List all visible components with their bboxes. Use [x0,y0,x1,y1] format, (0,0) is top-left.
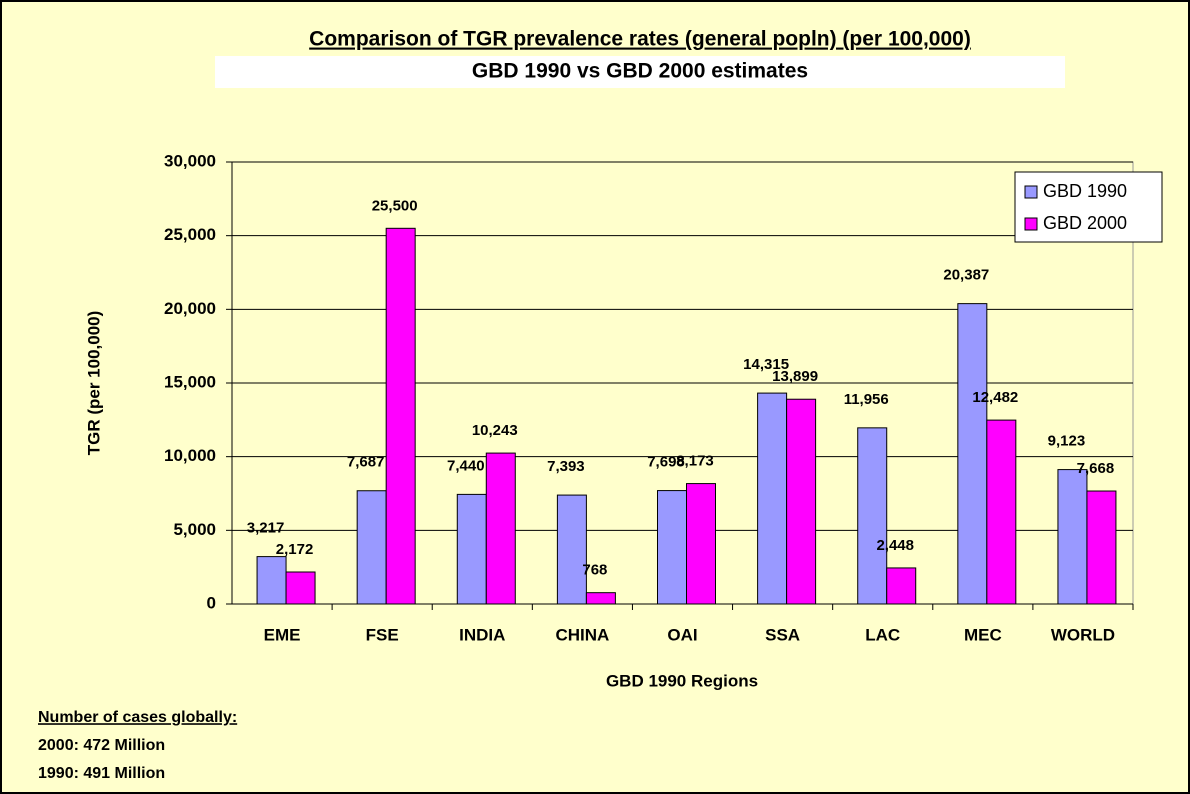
bar [986,419,1017,605]
value-label: 7,393 [547,458,585,475]
notes-line: 1990: 491 Million [38,765,165,782]
chart-title: Comparison of TGR prevalence rates (gene… [309,28,971,51]
value-label: 9,123 [1048,433,1086,450]
value-label: 7,698 [647,454,685,471]
value-label: 10,243 [472,422,518,439]
y-tick-label: 25,000 [164,225,216,244]
value-label: 25,500 [372,197,418,214]
bar [456,493,487,605]
bar [485,452,516,605]
legend [1014,171,1163,243]
x-tick-label: LAC [865,625,900,644]
bar [385,227,416,605]
y-tick-label: 30,000 [164,151,216,170]
value-label: 11,956 [844,391,889,408]
bar [957,303,988,605]
bar [657,490,687,605]
bar [757,392,788,605]
x-tick-label: MEC [964,625,1002,644]
x-tick-label: FSE [366,625,399,644]
value-label: 2,448 [876,537,914,554]
bar [1086,490,1117,605]
value-label: 2,172 [276,541,314,558]
x-tick-label: SSA [765,625,800,644]
bar [857,427,888,605]
y-tick-label: 15,000 [164,372,216,391]
notes-heading: Number of cases globally: [38,709,237,726]
bar [556,494,587,605]
y-tick-label: 0 [207,593,216,612]
value-label: 14,315 [743,356,789,373]
value-label: 12,482 [972,389,1018,406]
value-label: 7,668 [1077,460,1115,477]
value-label: 3,217 [247,520,285,537]
legend-swatch [1024,217,1038,231]
value-label: 7,440 [447,457,485,474]
x-tick-label: CHINA [555,625,609,644]
y-tick-label: 20,000 [164,299,216,318]
chart-subtitle: GBD 1990 vs GBD 2000 estimates [472,60,808,83]
value-label: 7,687 [347,454,385,471]
value-label: 13,899 [772,368,818,385]
bar [356,490,387,605]
x-tick-label: WORLD [1051,625,1115,644]
legend-swatch [1024,185,1038,199]
bar [786,398,817,605]
x-axis-title: GBD 1990 Regions [606,671,758,690]
legend-label: GBD 1990 [1043,181,1127,201]
x-tick-label: EME [264,625,301,644]
y-tick-label: 10,000 [164,446,216,465]
y-tick-label: 5,000 [173,520,216,539]
legend-label: GBD 2000 [1043,213,1127,233]
notes-line: 2000: 472 Million [38,737,165,754]
bar [256,556,287,605]
bar [686,483,716,605]
subtitle-band [215,56,1065,88]
value-label: 8,173 [676,453,714,470]
x-tick-label: INDIA [459,625,505,644]
bar [585,592,616,605]
value-label: 768 [582,562,607,579]
bar [285,571,316,605]
bar [886,567,917,605]
y-axis-title: TGR (per 100,000) [84,311,103,456]
bar [1057,469,1088,605]
value-label: 20,387 [943,267,989,284]
x-tick-label: OAI [667,625,697,644]
